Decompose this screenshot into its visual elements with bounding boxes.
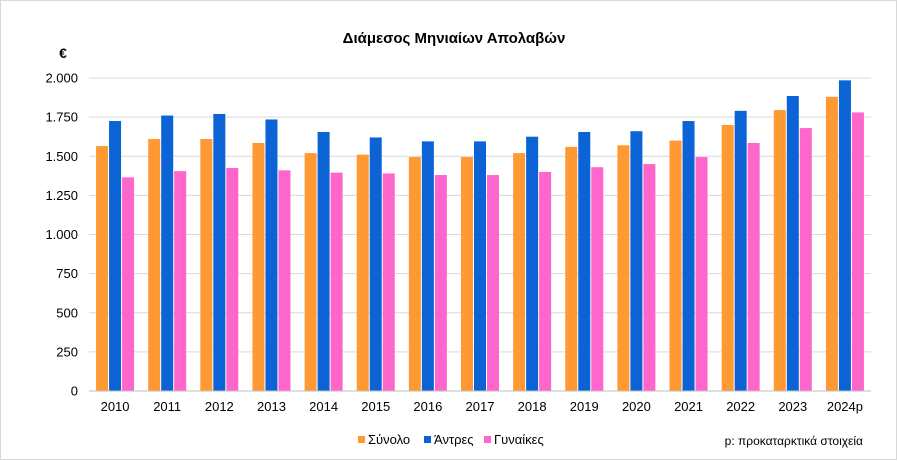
bar-2018-series-1 <box>526 136 539 391</box>
preliminary-data-note: p: προκαταρκτικά στοιχεία <box>725 434 863 448</box>
bar-2022-series-0 <box>721 124 734 391</box>
x-tick-label: 2016 <box>413 399 442 414</box>
x-tick-label: 2023 <box>778 399 807 414</box>
legend-label-series-1: Άντρες <box>434 432 474 447</box>
x-tick-label: 2010 <box>101 399 130 414</box>
y-tick-label: 1.000 <box>45 227 78 242</box>
bar-2015-series-0 <box>356 154 369 391</box>
y-axis-unit-label: € <box>59 45 67 61</box>
bar-2012-series-2 <box>226 167 239 391</box>
bar-2017-series-0 <box>461 157 473 391</box>
y-tick-label: 250 <box>56 344 78 359</box>
bars <box>96 80 864 392</box>
bar-2010-series-2 <box>122 177 135 391</box>
bar-2013-series-1 <box>265 119 278 391</box>
bar-2015-series-1 <box>369 137 382 391</box>
bar-2024p-series-0 <box>825 96 838 391</box>
bar-2021-series-1 <box>682 121 695 391</box>
bar-2016-series-2 <box>434 175 447 391</box>
bar-2014-series-0 <box>304 153 317 391</box>
legend-label-series-0: Σύνολο <box>368 432 410 447</box>
bar-2016-series-1 <box>421 141 434 391</box>
bar-2011-series-1 <box>161 115 174 391</box>
x-tick-label: 2011 <box>153 399 181 414</box>
bar-2020-series-2 <box>643 164 656 391</box>
legend-swatch-series-1 <box>424 436 431 443</box>
x-tick-label: 2021 <box>674 399 703 414</box>
y-tick-label: 0 <box>71 384 78 399</box>
bar-2016-series-0 <box>408 157 421 391</box>
y-axis-ticks: 0 250 500 750 1.000 1.250 1.500 1.750 2.000 <box>45 71 78 399</box>
bar-2010-series-0 <box>96 146 109 391</box>
bar-2012-series-1 <box>213 113 226 392</box>
bar-2019-series-0 <box>565 146 578 391</box>
legend: Σύνολο Άντρες Γυναίκες <box>358 432 544 447</box>
y-tick-label: 500 <box>56 305 78 320</box>
bar-2011-series-2 <box>174 171 187 391</box>
bar-2021-series-0 <box>669 140 682 391</box>
bar-2013-series-0 <box>252 142 265 391</box>
bar-2015-series-2 <box>382 173 395 391</box>
bar-2017-series-1 <box>474 141 486 391</box>
bar-2024p-series-2 <box>851 112 864 392</box>
legend-swatch-series-2 <box>484 436 491 443</box>
bar-2014-series-1 <box>317 131 330 391</box>
bar-2011-series-0 <box>148 139 161 391</box>
x-tick-label: 2019 <box>570 399 599 414</box>
bar-2019-series-1 <box>578 131 591 391</box>
chart-title: Διάμεσος Μηνιαίων Απολαβών <box>343 30 566 47</box>
x-tick-label: 2017 <box>466 399 495 414</box>
x-axis-ticks: 2010 2011 2012 2013 2014 2015 2016 2017 2018 2019… <box>101 399 863 414</box>
bar-2012-series-0 <box>200 139 213 391</box>
bar-2024p-series-1 <box>838 80 851 391</box>
bar-2023-series-2 <box>799 128 812 391</box>
x-tick-label: 2020 <box>622 399 651 414</box>
bar-2020-series-0 <box>617 145 630 391</box>
bar-2020-series-1 <box>630 131 643 391</box>
bar-2023-series-1 <box>786 95 799 391</box>
bar-2014-series-2 <box>330 172 343 391</box>
x-tick-label: 2013 <box>257 399 286 414</box>
x-tick-label: 2014 <box>309 399 338 414</box>
bar-2019-series-2 <box>591 167 604 391</box>
y-tick-label: 1.250 <box>45 188 78 203</box>
bar-2017-series-2 <box>487 175 499 391</box>
y-tick-label: 1.750 <box>45 110 78 125</box>
legend-label-series-2: Γυναίκες <box>494 432 544 447</box>
bar-2010-series-1 <box>109 121 122 391</box>
y-tick-label: 2.000 <box>45 71 78 86</box>
x-tick-label: 2022 <box>726 399 755 414</box>
bar-2022-series-1 <box>734 110 747 392</box>
y-tick-label: 750 <box>56 266 78 281</box>
bar-2023-series-0 <box>773 110 786 392</box>
bar-2018-series-2 <box>539 171 552 391</box>
x-tick-label: 2015 <box>361 399 390 414</box>
bar-2022-series-2 <box>747 142 760 391</box>
bar-2018-series-0 <box>513 153 526 391</box>
x-tick-label: 2024p <box>827 399 863 414</box>
x-tick-label: 2012 <box>205 399 234 414</box>
bar-2021-series-2 <box>695 157 708 391</box>
y-tick-label: 1.500 <box>45 149 78 164</box>
x-tick-label: 2018 <box>518 399 547 414</box>
bar-2013-series-2 <box>278 170 291 391</box>
legend-swatch-series-0 <box>358 436 365 443</box>
